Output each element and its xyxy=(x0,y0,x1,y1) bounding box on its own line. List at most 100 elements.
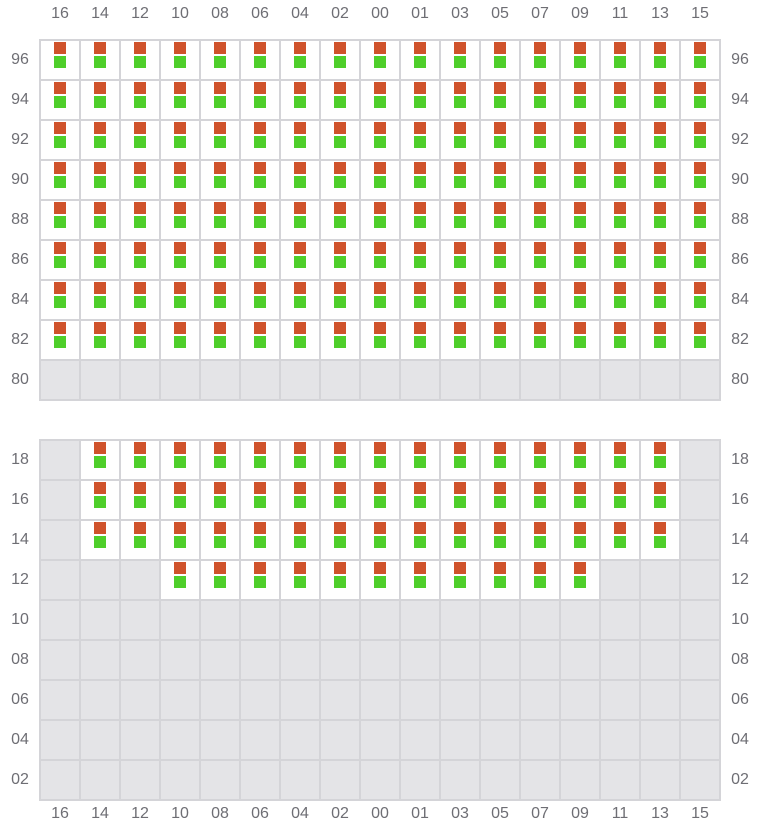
seat-cell-occupied[interactable] xyxy=(360,120,400,160)
seat-cell-occupied[interactable] xyxy=(560,480,600,520)
seat-cell-occupied[interactable] xyxy=(240,240,280,280)
seat-cell-occupied[interactable] xyxy=(120,120,160,160)
seat-cell-occupied[interactable] xyxy=(360,480,400,520)
seat-cell-occupied[interactable] xyxy=(560,560,600,600)
seat-cell-occupied[interactable] xyxy=(520,240,560,280)
seat-cell-occupied[interactable] xyxy=(80,80,120,120)
seat-cell-occupied[interactable] xyxy=(320,480,360,520)
seat-cell-occupied[interactable] xyxy=(40,80,80,120)
seat-cell-occupied[interactable] xyxy=(520,80,560,120)
seat-cell-occupied[interactable] xyxy=(200,440,240,480)
seat-cell-occupied[interactable] xyxy=(600,40,640,80)
seat-cell-occupied[interactable] xyxy=(440,280,480,320)
seat-cell-occupied[interactable] xyxy=(680,240,720,280)
seat-cell-occupied[interactable] xyxy=(200,120,240,160)
seat-cell-occupied[interactable] xyxy=(640,120,680,160)
seat-cell-occupied[interactable] xyxy=(160,120,200,160)
seat-cell-occupied[interactable] xyxy=(240,560,280,600)
seat-cell-occupied[interactable] xyxy=(80,200,120,240)
seat-cell-occupied[interactable] xyxy=(600,480,640,520)
seat-cell-occupied[interactable] xyxy=(120,240,160,280)
seat-cell-occupied[interactable] xyxy=(400,440,440,480)
seat-cell-occupied[interactable] xyxy=(160,440,200,480)
seat-cell-occupied[interactable] xyxy=(400,200,440,240)
seat-cell-occupied[interactable] xyxy=(440,40,480,80)
seat-cell-occupied[interactable] xyxy=(320,160,360,200)
seat-cell-occupied[interactable] xyxy=(560,280,600,320)
seat-cell-occupied[interactable] xyxy=(320,40,360,80)
seat-cell-occupied[interactable] xyxy=(480,320,520,360)
seat-cell-occupied[interactable] xyxy=(160,480,200,520)
seat-cell-occupied[interactable] xyxy=(360,40,400,80)
seat-cell-occupied[interactable] xyxy=(400,480,440,520)
seat-cell-occupied[interactable] xyxy=(520,280,560,320)
seat-cell-occupied[interactable] xyxy=(680,160,720,200)
seat-cell-occupied[interactable] xyxy=(200,320,240,360)
seat-cell-occupied[interactable] xyxy=(440,520,480,560)
seat-cell-occupied[interactable] xyxy=(480,520,520,560)
seat-cell-occupied[interactable] xyxy=(240,280,280,320)
seat-cell-occupied[interactable] xyxy=(120,480,160,520)
seat-cell-occupied[interactable] xyxy=(560,320,600,360)
seat-cell-occupied[interactable] xyxy=(320,200,360,240)
seat-cell-occupied[interactable] xyxy=(80,120,120,160)
seat-cell-occupied[interactable] xyxy=(120,280,160,320)
seat-cell-occupied[interactable] xyxy=(320,440,360,480)
seat-cell-occupied[interactable] xyxy=(440,440,480,480)
seat-cell-occupied[interactable] xyxy=(560,40,600,80)
seat-cell-occupied[interactable] xyxy=(320,560,360,600)
seat-cell-occupied[interactable] xyxy=(240,80,280,120)
seat-cell-occupied[interactable] xyxy=(480,80,520,120)
seat-cell-occupied[interactable] xyxy=(480,200,520,240)
seat-cell-occupied[interactable] xyxy=(400,80,440,120)
seat-cell-occupied[interactable] xyxy=(560,160,600,200)
seat-cell-occupied[interactable] xyxy=(240,40,280,80)
seat-cell-occupied[interactable] xyxy=(640,440,680,480)
seat-cell-occupied[interactable] xyxy=(120,520,160,560)
seat-cell-occupied[interactable] xyxy=(280,560,320,600)
seat-cell-occupied[interactable] xyxy=(680,120,720,160)
seat-cell-occupied[interactable] xyxy=(480,240,520,280)
seat-cell-occupied[interactable] xyxy=(80,160,120,200)
seat-cell-occupied[interactable] xyxy=(600,120,640,160)
seat-cell-occupied[interactable] xyxy=(640,280,680,320)
seat-cell-occupied[interactable] xyxy=(520,440,560,480)
seat-cell-occupied[interactable] xyxy=(560,200,600,240)
seat-cell-occupied[interactable] xyxy=(280,280,320,320)
seat-cell-occupied[interactable] xyxy=(240,320,280,360)
seat-cell-occupied[interactable] xyxy=(280,480,320,520)
seat-cell-occupied[interactable] xyxy=(200,80,240,120)
seat-cell-occupied[interactable] xyxy=(600,520,640,560)
seat-cell-occupied[interactable] xyxy=(520,120,560,160)
seat-cell-occupied[interactable] xyxy=(520,160,560,200)
seat-cell-occupied[interactable] xyxy=(200,480,240,520)
seat-cell-occupied[interactable] xyxy=(440,320,480,360)
seat-cell-occupied[interactable] xyxy=(120,200,160,240)
seat-cell-occupied[interactable] xyxy=(480,560,520,600)
seat-cell-occupied[interactable] xyxy=(200,280,240,320)
seat-cell-occupied[interactable] xyxy=(240,200,280,240)
seat-cell-occupied[interactable] xyxy=(640,240,680,280)
seat-cell-occupied[interactable] xyxy=(240,160,280,200)
seat-cell-occupied[interactable] xyxy=(520,320,560,360)
seat-cell-occupied[interactable] xyxy=(160,160,200,200)
seat-cell-occupied[interactable] xyxy=(200,200,240,240)
seat-cell-occupied[interactable] xyxy=(440,480,480,520)
seat-cell-occupied[interactable] xyxy=(80,440,120,480)
seat-cell-occupied[interactable] xyxy=(600,80,640,120)
seat-cell-occupied[interactable] xyxy=(320,280,360,320)
seat-cell-occupied[interactable] xyxy=(640,480,680,520)
seat-cell-occupied[interactable] xyxy=(40,200,80,240)
seat-cell-occupied[interactable] xyxy=(40,320,80,360)
seat-cell-occupied[interactable] xyxy=(160,280,200,320)
seat-cell-occupied[interactable] xyxy=(160,320,200,360)
seat-cell-occupied[interactable] xyxy=(320,120,360,160)
seat-cell-occupied[interactable] xyxy=(680,200,720,240)
seat-cell-occupied[interactable] xyxy=(480,280,520,320)
seat-cell-occupied[interactable] xyxy=(320,320,360,360)
seat-cell-occupied[interactable] xyxy=(600,280,640,320)
seat-cell-occupied[interactable] xyxy=(200,560,240,600)
seat-cell-occupied[interactable] xyxy=(680,40,720,80)
seat-cell-occupied[interactable] xyxy=(400,120,440,160)
seat-cell-occupied[interactable] xyxy=(360,200,400,240)
